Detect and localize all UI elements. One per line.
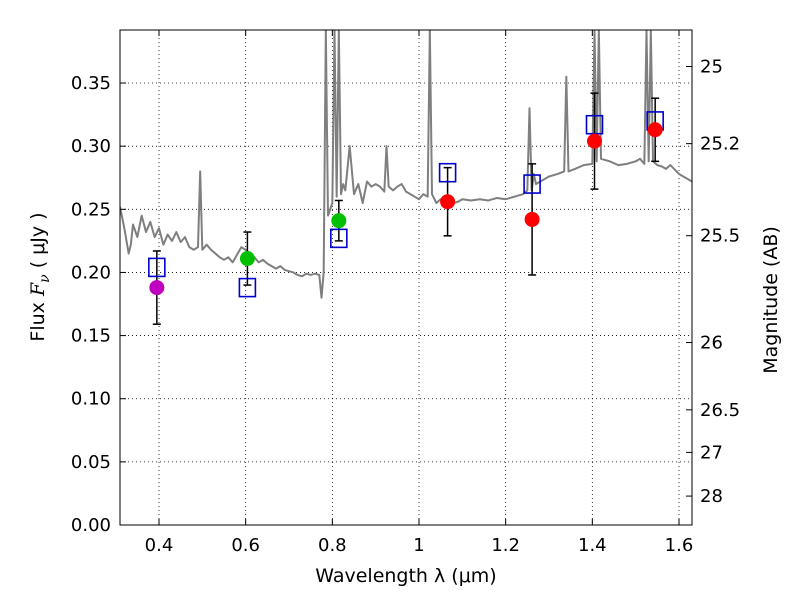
axis-ticks: 0.4 0.6 0.8 1 1.2 1.4 1.6 0.00 0.05 0.10 0.15 0.20 0… <box>71 30 740 556</box>
y-tick-label: 0.00 <box>71 515 111 536</box>
y2-tick-label: 25.5 <box>700 226 740 247</box>
photometry-point <box>524 211 540 227</box>
photometry-point <box>331 213 347 229</box>
errorbar-layer <box>152 92 660 325</box>
photometry-point <box>149 280 165 296</box>
y-tick-label: 0.15 <box>71 326 111 347</box>
plot-frame <box>119 29 693 526</box>
y-axis-title-symbol: F <box>27 282 49 297</box>
y-axis-title-subscript: ν <box>37 274 53 283</box>
photometry-point <box>440 194 456 210</box>
y2-tick-label: 27 <box>700 442 723 463</box>
y2-tick-label: 28 <box>700 486 723 507</box>
y-tick-label: 0.20 <box>71 262 111 283</box>
y-tick-label: 0.35 <box>71 73 111 94</box>
spectrum-layer <box>120 30 692 299</box>
photometry-point <box>647 122 663 138</box>
y-axis-title: Flux Fν ( μJy ) <box>27 212 53 341</box>
y2-axis-title: Magnitude (AB) <box>760 226 782 374</box>
y-tick-label: 0.25 <box>71 199 111 220</box>
x-tick-label: 1 <box>413 535 424 556</box>
y2-tick-label: 25 <box>700 56 723 77</box>
x-axis-title: Wavelength λ (μm) <box>315 565 496 587</box>
model-flux-box <box>148 257 166 278</box>
x-tick-label: 0.6 <box>231 535 260 556</box>
y2-tick-label: 26.5 <box>700 400 740 421</box>
model-flux-box <box>523 174 541 194</box>
model-flux-box <box>238 277 257 298</box>
photometry-point <box>239 251 255 267</box>
y-axis-title-units: ( μJy ) <box>27 212 49 274</box>
y-tick-label: 0.30 <box>71 136 111 157</box>
model-flux-box <box>330 228 348 249</box>
x-tick-label: 0.4 <box>145 535 174 556</box>
x-tick-label: 1.6 <box>665 535 694 556</box>
y-tick-label: 0.10 <box>71 389 111 410</box>
model-spectrum-line <box>120 30 692 299</box>
y-axis-title-prefix: Flux <box>27 296 49 342</box>
x-tick-label: 0.8 <box>318 535 347 556</box>
photometry-point <box>587 133 602 149</box>
x-tick-label: 1.4 <box>578 535 607 556</box>
grid <box>120 30 692 526</box>
model-flux-layer <box>148 111 664 298</box>
y-tick-label: 0.05 <box>71 452 111 473</box>
y2-tick-label: 25.2 <box>700 134 740 155</box>
x-tick-label: 1.2 <box>491 535 520 556</box>
model-flux-box <box>438 162 457 183</box>
y2-tick-label: 26 <box>700 333 723 354</box>
photometry-layer <box>149 122 663 296</box>
